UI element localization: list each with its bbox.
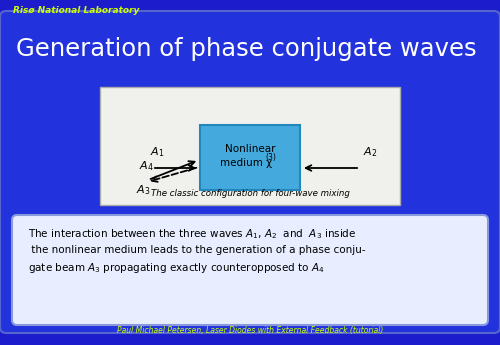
FancyBboxPatch shape: [200, 125, 300, 190]
Text: medium χ: medium χ: [220, 158, 272, 168]
Text: Paul Michael Petersen, Laser Diodes with External Feedback (tutorial): Paul Michael Petersen, Laser Diodes with…: [117, 326, 383, 335]
Text: $A_1$: $A_1$: [150, 145, 164, 159]
FancyBboxPatch shape: [0, 11, 500, 333]
Text: $A_4$: $A_4$: [139, 159, 154, 173]
Text: Generation of phase conjugate waves: Generation of phase conjugate waves: [16, 37, 476, 61]
FancyBboxPatch shape: [12, 215, 488, 325]
Text: (3): (3): [266, 153, 276, 162]
FancyBboxPatch shape: [100, 87, 400, 205]
Text: The interaction between the three waves $A_1$, $A_2$  and  $A_3$ inside
 the non: The interaction between the three waves …: [28, 227, 365, 275]
Text: $A_3$: $A_3$: [136, 183, 150, 197]
Text: The classic configuration for four-wave mixing: The classic configuration for four-wave …: [150, 189, 350, 198]
Text: Risø National Laboratory: Risø National Laboratory: [13, 6, 140, 15]
Text: $A_2$: $A_2$: [363, 145, 378, 159]
Text: Nonlinear: Nonlinear: [225, 145, 275, 155]
